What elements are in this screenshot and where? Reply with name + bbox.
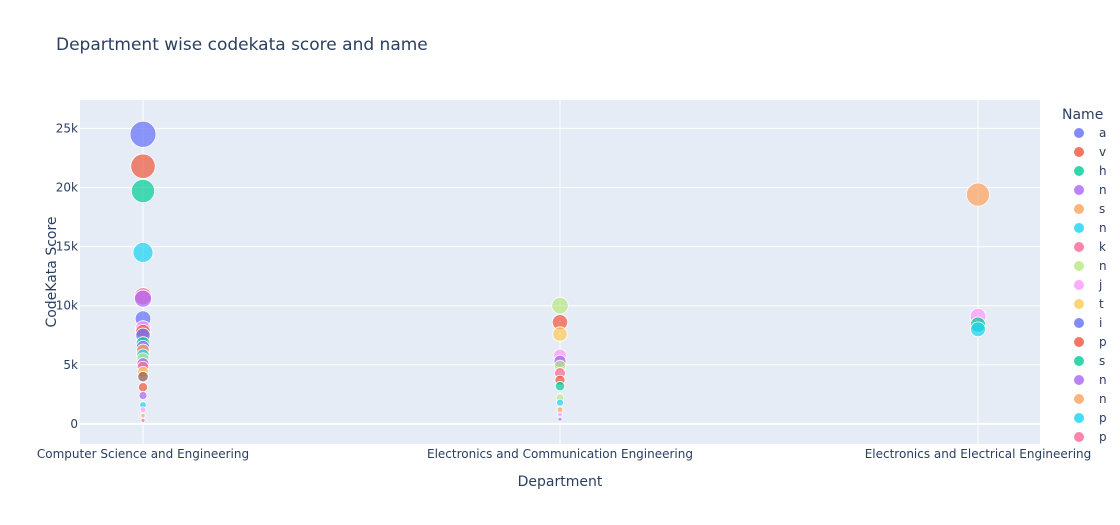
legend-marker[interactable]: [1074, 394, 1084, 404]
legend-marker[interactable]: [1074, 147, 1084, 157]
legend-item-label[interactable]: n: [1099, 259, 1107, 273]
chart-title: Department wise codekata score and name: [56, 35, 428, 55]
data-point[interactable]: [137, 370, 149, 383]
data-point[interactable]: [140, 413, 146, 419]
legend-marker[interactable]: [1074, 185, 1084, 195]
data-point[interactable]: [140, 417, 146, 423]
data-point[interactable]: [134, 289, 152, 308]
legend-item-label[interactable]: p: [1099, 430, 1107, 444]
data-point[interactable]: [129, 120, 157, 148]
data-point[interactable]: [966, 182, 990, 207]
legend-marker[interactable]: [1074, 356, 1084, 366]
data-point[interactable]: [132, 242, 154, 263]
data-point[interactable]: [554, 380, 566, 392]
legend-marker[interactable]: [1074, 337, 1084, 347]
legend-item-label[interactable]: t: [1099, 297, 1104, 311]
legend-item-label[interactable]: a: [1099, 126, 1106, 140]
legend-marker[interactable]: [1074, 204, 1084, 214]
data-point[interactable]: [138, 391, 148, 401]
data-point[interactable]: [557, 416, 563, 422]
legend-marker[interactable]: [1074, 166, 1084, 176]
y-axis-ticks: 0 5k 10k 15k 20k 25k: [56, 121, 78, 431]
data-point[interactable]: [970, 321, 986, 338]
data-point[interactable]: [137, 382, 149, 393]
legend-item-label[interactable]: n: [1099, 183, 1107, 197]
legend-marker[interactable]: [1074, 413, 1084, 423]
legend-item-label[interactable]: h: [1099, 164, 1107, 178]
x-tick-label: Electronics and Electrical Engineering: [865, 447, 1092, 461]
legend-item-label[interactable]: s: [1099, 202, 1105, 216]
y-tick-label: 20k: [56, 180, 78, 194]
legend-marker[interactable]: [1074, 432, 1084, 442]
legend-item-label[interactable]: p: [1099, 411, 1107, 425]
data-points: [129, 120, 990, 423]
legend-item-label[interactable]: k: [1099, 240, 1106, 254]
x-axis-title: Department: [518, 474, 603, 490]
legend-marker[interactable]: [1074, 299, 1084, 309]
legend-item-label[interactable]: n: [1099, 373, 1107, 387]
x-axis-ticks: Computer Science and Engineering Electron…: [37, 447, 1091, 461]
data-point[interactable]: [556, 398, 564, 407]
legend-marker[interactable]: [1074, 242, 1084, 252]
y-tick-label: 5k: [63, 358, 78, 372]
data-point[interactable]: [130, 153, 156, 179]
legend-item-label[interactable]: v: [1099, 145, 1106, 159]
legend-marker[interactable]: [1074, 128, 1084, 138]
legend-item-label[interactable]: n: [1099, 221, 1107, 235]
legend-title: Name: [1062, 107, 1103, 123]
x-tick-label: Electronics and Communication Engineerin…: [427, 447, 693, 461]
legend-marker[interactable]: [1074, 223, 1084, 233]
y-tick-label: 15k: [56, 240, 78, 254]
legend-marker[interactable]: [1074, 280, 1084, 290]
data-point[interactable]: [552, 326, 568, 342]
data-point[interactable]: [130, 178, 156, 204]
legend-item-label[interactable]: j: [1098, 278, 1102, 292]
data-point[interactable]: [551, 296, 569, 315]
y-tick-label: 25k: [56, 121, 78, 135]
legend-item-label[interactable]: i: [1099, 316, 1102, 330]
y-tick-label: 0: [70, 417, 78, 431]
legend-marker[interactable]: [1074, 261, 1084, 271]
legend-marker[interactable]: [1074, 318, 1084, 328]
y-axis-title: CodeKata Score: [44, 216, 60, 327]
data-point[interactable]: [557, 411, 563, 418]
x-tick-label: Computer Science and Engineering: [37, 447, 249, 461]
legend-item-label[interactable]: p: [1099, 335, 1107, 349]
y-tick-label: 10k: [56, 299, 78, 313]
legend-item-label[interactable]: s: [1099, 354, 1105, 368]
data-point[interactable]: [139, 406, 147, 413]
legend-item-label[interactable]: n: [1099, 392, 1107, 406]
legend-marker[interactable]: [1074, 375, 1084, 385]
